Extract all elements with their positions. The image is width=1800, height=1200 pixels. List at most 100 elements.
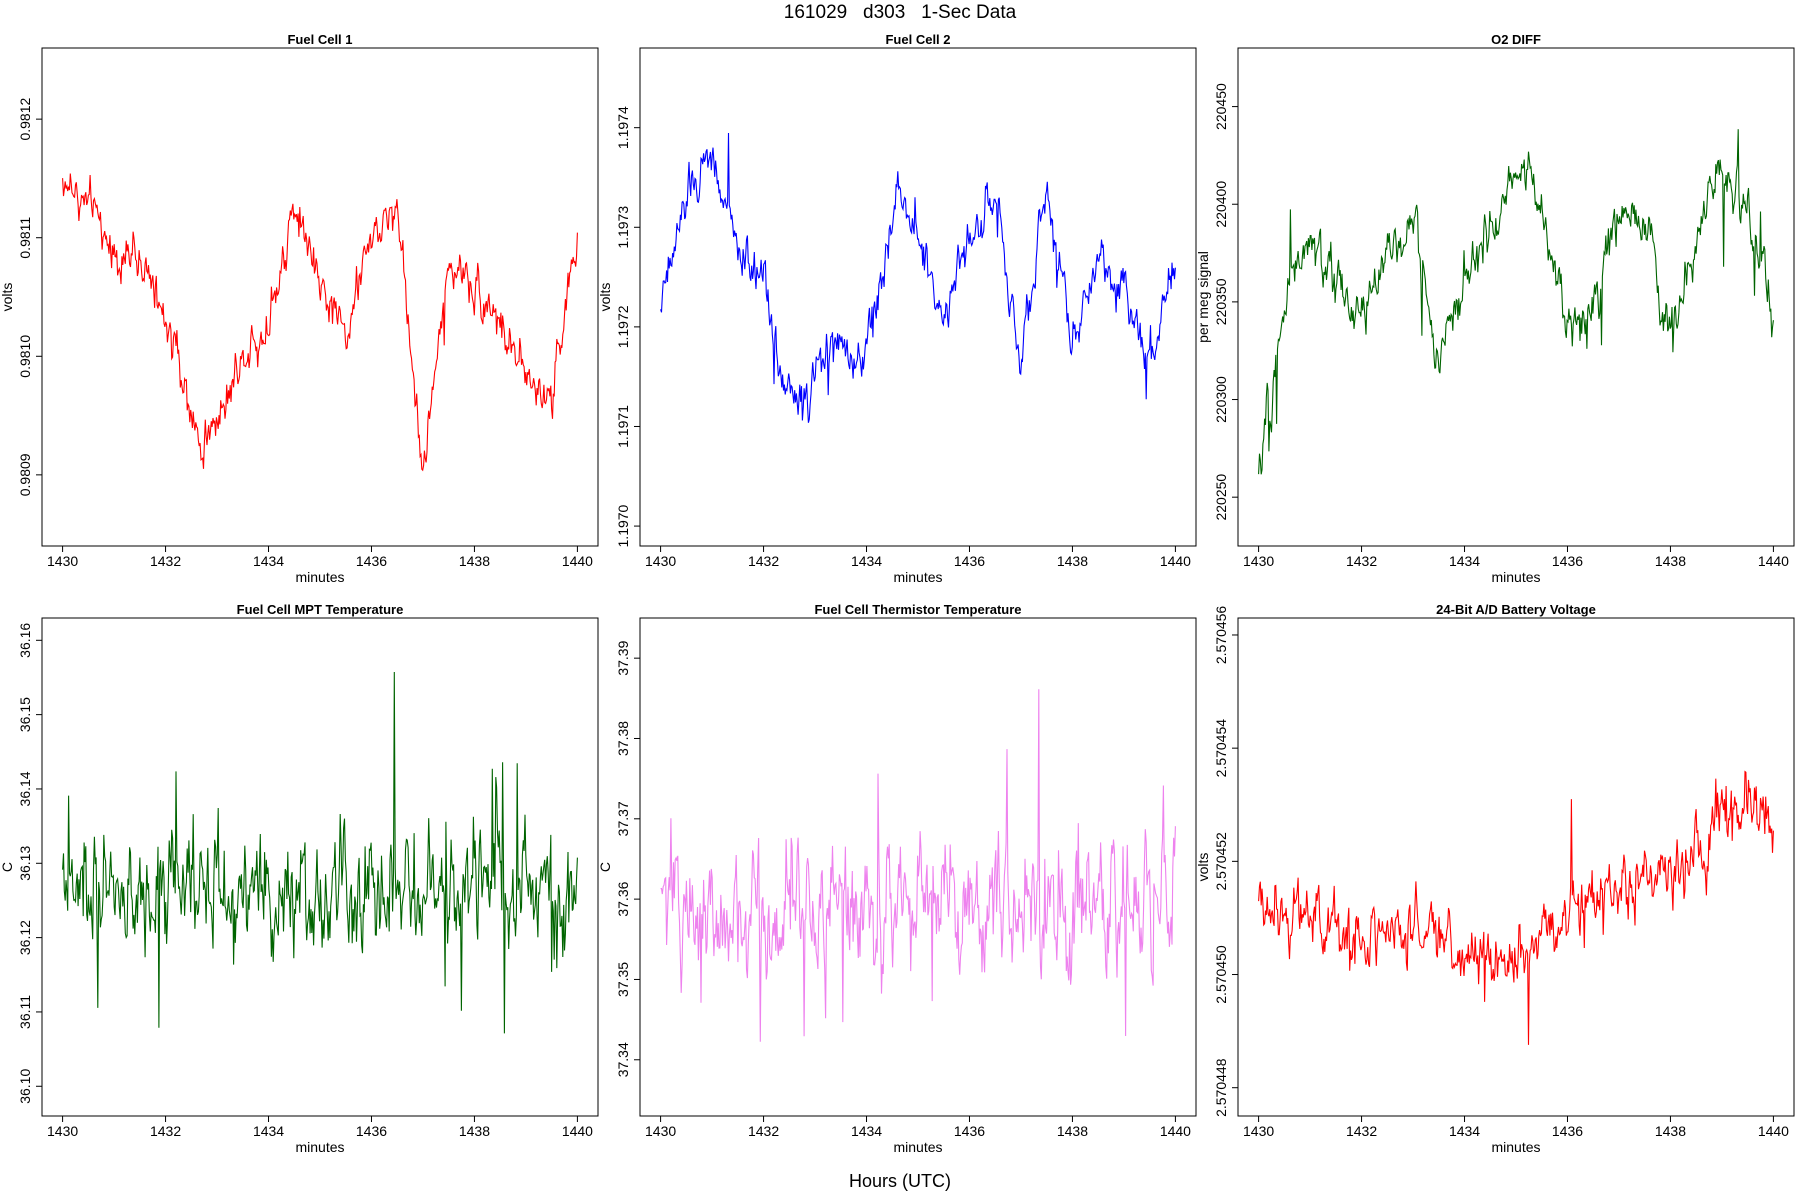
data-series-line [1258, 129, 1774, 475]
x-axis-label: minutes [295, 569, 344, 585]
y-tick-label: 36.16 [17, 623, 33, 658]
y-tick-label: 2.570454 [1213, 719, 1229, 778]
x-tick-label: 1436 [1552, 1123, 1583, 1139]
chart-svg: O2 DIFF 1430 1432 1434 1436 1438 1440 minutes 22… [1195, 32, 1795, 585]
y-tick-label: 2.570448 [1213, 1058, 1229, 1117]
x-tick-label: 1440 [562, 553, 593, 569]
y-tick-label: 37.36 [615, 881, 631, 916]
x-tick-label: 1434 [1449, 1123, 1480, 1139]
y-tick-label: 0.9812 [17, 98, 33, 141]
x-tick-label: 1432 [150, 553, 181, 569]
x-tick-label: 1432 [1346, 1123, 1377, 1139]
y-axis-label: volts [597, 283, 613, 312]
panel-thermistor-temperature: Fuel Cell Thermistor Temperature 1430 1432… [597, 600, 1198, 1180]
chart-title: Fuel Cell 2 [885, 32, 950, 47]
x-tick-label: 1440 [1758, 1123, 1789, 1139]
y-tick-label: 1.1972 [615, 305, 631, 348]
chart-title: 24-Bit A/D Battery Voltage [1436, 602, 1596, 617]
y-tick-label: 36.12 [17, 920, 33, 955]
x-tick-label: 1438 [459, 553, 490, 569]
y-tick-label: 37.38 [615, 721, 631, 756]
chart-svg: Fuel Cell 2 1430 1432 1434 1436 1438 1440 minut… [597, 32, 1197, 585]
x-tick-label: 1432 [1346, 553, 1377, 569]
plot-frame [639, 47, 1197, 547]
x-axis-label: minutes [893, 1139, 942, 1155]
y-tick-label: 220350 [1213, 278, 1229, 325]
plot-frame [1237, 47, 1795, 547]
chart-title: Fuel Cell Thermistor Temperature [814, 602, 1021, 617]
data-series-line [1258, 770, 1774, 1045]
plot-frame [1237, 617, 1795, 1117]
data-series-line [660, 689, 1176, 1042]
y-tick-label: 220450 [1213, 83, 1229, 130]
chart-svg: Fuel Cell Thermistor Temperature 1430 1432… [597, 602, 1197, 1155]
x-tick-label: 1438 [1057, 1123, 1088, 1139]
x-tick-label: 1432 [748, 553, 779, 569]
x-tick-label: 1436 [1552, 553, 1583, 569]
y-tick-label: 36.15 [17, 697, 33, 732]
x-tick-label: 1440 [562, 1123, 593, 1139]
chart-title: Fuel Cell MPT Temperature [237, 602, 404, 617]
data-series-line [62, 173, 578, 472]
panel-battery-voltage: 24-Bit A/D Battery Voltage 1430 1432 1434 14… [1195, 600, 1796, 1180]
y-tick-label: 1.1973 [615, 206, 631, 249]
panel-fuel-cell-2: Fuel Cell 2 1430 1432 1434 1436 1438 1440 minut… [597, 30, 1198, 610]
y-tick-label: 220300 [1213, 376, 1229, 423]
y-tick-label: 2.570456 [1213, 606, 1229, 665]
x-axis-label: minutes [295, 1139, 344, 1155]
x-tick-label: 1436 [356, 553, 387, 569]
chart-title: O2 DIFF [1491, 32, 1541, 47]
y-tick-label: 37.34 [615, 1042, 631, 1077]
x-tick-label: 1430 [47, 553, 78, 569]
y-axis-label: volts [0, 283, 15, 312]
x-tick-label: 1434 [253, 1123, 284, 1139]
y-tick-label: 36.14 [17, 771, 33, 806]
y-axis-label: per meg signal [1195, 251, 1211, 343]
panel-o2-diff: O2 DIFF 1430 1432 1434 1436 1438 1440 minutes 22… [1195, 30, 1796, 610]
x-tick-label: 1432 [748, 1123, 779, 1139]
x-tick-label: 1434 [851, 1123, 882, 1139]
y-tick-label: 1.1974 [615, 106, 631, 149]
x-tick-label: 1436 [356, 1123, 387, 1139]
x-axis-label: minutes [893, 569, 942, 585]
y-axis-label: volts [1195, 853, 1211, 882]
y-tick-label: 0.9811 [17, 217, 33, 259]
x-tick-label: 1436 [954, 1123, 985, 1139]
y-tick-label: 1.1971 [615, 405, 631, 448]
y-tick-label: 36.13 [17, 846, 33, 881]
chart-svg: Fuel Cell 1 1430 1432 1434 1436 1438 1440 minut… [0, 32, 599, 585]
figure-title: 161029 d303 1-Sec Data [783, 2, 1017, 23]
panel-fuel-cell-1: Fuel Cell 1 1430 1432 1434 1436 1438 1440 minut… [0, 30, 600, 610]
y-tick-label: 1.1970 [615, 504, 631, 547]
y-tick-label: 0.9809 [17, 453, 33, 496]
x-axis-label: minutes [1491, 569, 1540, 585]
x-tick-label: 1440 [1758, 553, 1789, 569]
x-tick-label: 1438 [459, 1123, 490, 1139]
chart-svg: 24-Bit A/D Battery Voltage 1430 1432 1434 14… [1195, 602, 1795, 1155]
x-tick-label: 1434 [253, 553, 284, 569]
x-tick-label: 1432 [150, 1123, 181, 1139]
x-tick-label: 1434 [1449, 553, 1480, 569]
chart-svg: Fuel Cell MPT Temperature 1430 1432 1434 143… [0, 602, 599, 1155]
y-tick-label: 220400 [1213, 181, 1229, 228]
x-tick-label: 1430 [1243, 1123, 1274, 1139]
x-tick-label: 1430 [47, 1123, 78, 1139]
y-tick-label: 220250 [1213, 474, 1229, 521]
chart-title: Fuel Cell 1 [287, 32, 352, 47]
panel-mpt-temperature: Fuel Cell MPT Temperature 1430 1432 1434 143… [0, 600, 600, 1180]
x-tick-label: 1436 [954, 553, 985, 569]
y-tick-label: 0.9810 [17, 335, 33, 378]
y-tick-label: 2.570452 [1213, 832, 1229, 891]
x-axis-label: minutes [1491, 1139, 1540, 1155]
y-tick-label: 36.11 [17, 995, 33, 1029]
x-tick-label: 1440 [1160, 1123, 1191, 1139]
y-axis-label: C [597, 862, 613, 872]
y-tick-label: 37.39 [615, 640, 631, 675]
x-tick-label: 1430 [1243, 553, 1274, 569]
figure-x-axis-label: Hours (UTC) [849, 1171, 951, 1191]
x-tick-label: 1438 [1057, 553, 1088, 569]
x-tick-label: 1438 [1655, 553, 1686, 569]
x-tick-label: 1438 [1655, 1123, 1686, 1139]
y-tick-label: 37.35 [615, 962, 631, 997]
data-series-line [660, 132, 1176, 423]
